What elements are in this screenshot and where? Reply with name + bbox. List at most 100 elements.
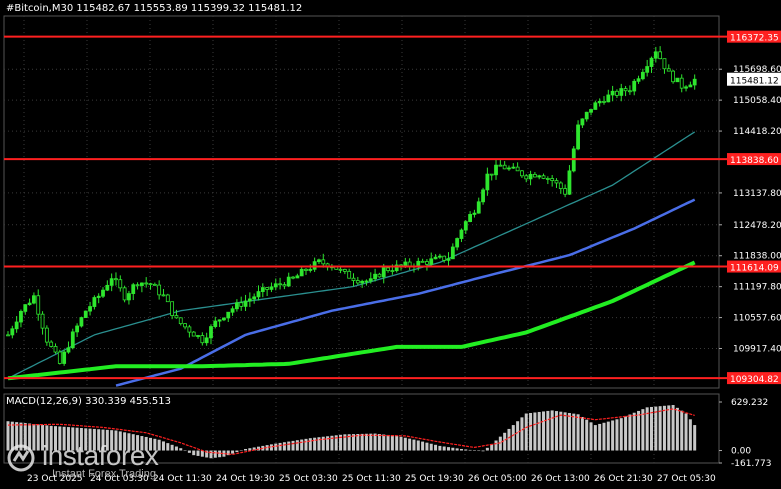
macd-bar bbox=[425, 442, 429, 451]
macd-bar bbox=[693, 425, 697, 451]
macd-bar bbox=[153, 438, 157, 451]
candle-body bbox=[96, 295, 101, 298]
y-tick-label: 110557.60 bbox=[733, 314, 781, 324]
macd-bar bbox=[408, 438, 412, 451]
candle-body bbox=[265, 287, 270, 290]
candle-body bbox=[355, 280, 360, 284]
macd-bar bbox=[589, 422, 593, 451]
candle-body bbox=[675, 77, 680, 83]
candle-body bbox=[342, 268, 347, 272]
candle-body bbox=[204, 337, 209, 344]
macd-bar bbox=[567, 412, 571, 451]
macd-bar bbox=[58, 426, 62, 451]
macd-bar bbox=[170, 444, 174, 451]
candle-body bbox=[27, 302, 32, 306]
macd-bar bbox=[127, 433, 131, 451]
candle-body bbox=[459, 229, 464, 239]
macd-bar bbox=[295, 440, 299, 451]
macd-bar bbox=[347, 434, 351, 451]
candle-body bbox=[537, 175, 542, 178]
macd-bar bbox=[282, 442, 286, 451]
candle-body bbox=[597, 100, 602, 104]
macd-bar bbox=[688, 419, 692, 451]
macd-bar bbox=[269, 444, 273, 451]
macd-bar bbox=[66, 427, 70, 451]
candle-body bbox=[239, 302, 244, 307]
macd-bar bbox=[15, 422, 19, 451]
candle-body bbox=[178, 317, 183, 325]
candle-body bbox=[623, 88, 628, 92]
candle-body bbox=[429, 258, 434, 265]
x-tick-label: 26 Oct 05:00 bbox=[468, 474, 527, 484]
candle-body bbox=[165, 294, 170, 303]
candle-body bbox=[19, 310, 23, 323]
x-tick-label: 23 Oct 2025 bbox=[27, 474, 83, 484]
candle-body bbox=[148, 283, 153, 286]
candle-body bbox=[640, 71, 645, 80]
candle-body bbox=[377, 273, 382, 278]
candle-body bbox=[653, 51, 658, 59]
candle-body bbox=[558, 182, 563, 189]
candle-body bbox=[101, 289, 105, 297]
macd-bar bbox=[498, 436, 502, 451]
candle-body bbox=[127, 293, 131, 301]
price-level-label: 111614.09 bbox=[730, 264, 779, 274]
candle-body bbox=[312, 261, 317, 270]
macd-y-tick-label: -161.773 bbox=[731, 459, 771, 469]
candle-body bbox=[79, 317, 84, 327]
candle-body bbox=[109, 278, 114, 286]
candle-body bbox=[213, 320, 218, 327]
macd-bar bbox=[593, 425, 597, 451]
macd-bar bbox=[675, 407, 679, 451]
macd-bar bbox=[313, 437, 317, 451]
price-level-badge bbox=[727, 260, 781, 273]
candle-body bbox=[645, 66, 650, 73]
candle-body bbox=[688, 84, 693, 88]
macd-bar bbox=[334, 435, 338, 451]
candle-body bbox=[593, 102, 598, 110]
candle-body bbox=[217, 319, 222, 322]
macd-bar bbox=[192, 450, 196, 456]
macd-bar bbox=[92, 428, 96, 451]
macd-bar bbox=[343, 434, 347, 451]
macd-bar bbox=[477, 450, 481, 452]
macd-histogram bbox=[6, 405, 697, 459]
macd-bar bbox=[239, 450, 243, 452]
macd-bar bbox=[157, 439, 161, 451]
macd-bar bbox=[516, 421, 520, 451]
candle-body bbox=[602, 100, 606, 103]
y-tick-label: 111838.00 bbox=[733, 252, 781, 262]
candle-body bbox=[152, 283, 157, 286]
x-tick-label: 27 Oct 05:30 bbox=[657, 474, 716, 484]
candle-body bbox=[304, 268, 308, 271]
macd-bar bbox=[524, 413, 528, 451]
macd-bar bbox=[585, 419, 589, 451]
macd-bar bbox=[468, 449, 472, 451]
macd-bar bbox=[485, 447, 489, 451]
macd-bar bbox=[667, 405, 671, 451]
macd-bar bbox=[550, 410, 554, 451]
macd-bar bbox=[49, 425, 53, 451]
macd-bar bbox=[118, 431, 122, 451]
candle-body bbox=[498, 164, 503, 167]
macd-bar bbox=[166, 443, 170, 451]
macd-bar bbox=[563, 412, 567, 451]
x-tick-label: 26 Oct 13:00 bbox=[531, 474, 590, 484]
candle-body bbox=[463, 221, 468, 231]
candle-body bbox=[368, 278, 373, 282]
candle-body bbox=[308, 268, 313, 271]
candle-body bbox=[88, 306, 92, 312]
macd-bar bbox=[542, 411, 546, 451]
macd-bar bbox=[304, 438, 308, 451]
macd-bar bbox=[248, 448, 252, 451]
candle-body bbox=[32, 295, 36, 304]
macd-bar bbox=[434, 444, 438, 451]
macd-bar bbox=[10, 421, 14, 451]
macd-header: MACD(12,26,9) 330.339 455.513 bbox=[6, 396, 172, 407]
macd-bar bbox=[442, 446, 446, 451]
candle-body bbox=[476, 201, 481, 214]
macd-bar bbox=[179, 448, 183, 451]
macd-bar bbox=[252, 447, 256, 451]
candle-body bbox=[347, 270, 352, 279]
